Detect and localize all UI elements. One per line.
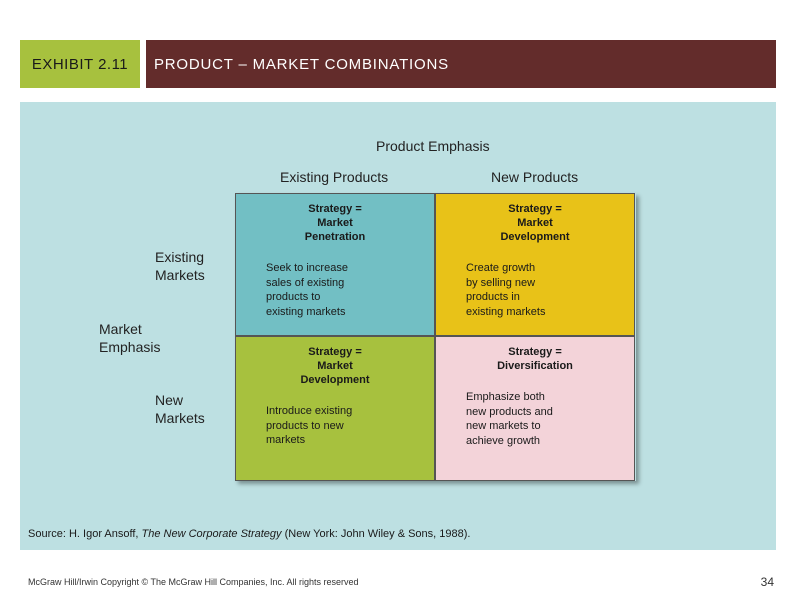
existing-products-label: Existing Products [280, 169, 389, 185]
cell-description: Emphasize both new products and new mark… [466, 391, 553, 447]
cell-title: Strategy = Market Development [300, 346, 370, 386]
cell-title: Strategy = Market Development [500, 203, 570, 243]
cell-title: Strategy = Diversification [497, 346, 573, 372]
copyright-footer: McGraw Hill/Irwin Copyright © The McGraw… [28, 577, 359, 587]
cell-title: Strategy = Market Penetration [304, 203, 366, 243]
cell-description: Create growth by selling new products in… [466, 262, 546, 318]
cell-market-development-new-markets: Strategy = Market Development Introduce … [235, 336, 435, 481]
existing-markets-label: Existing Markets [155, 249, 205, 283]
cell-description: Seek to increase sales of existing produ… [266, 262, 348, 318]
new-markets-label: New Markets [155, 392, 205, 426]
source-prefix: Source: H. Igor Ansoff, [28, 528, 142, 540]
slide-title: PRODUCT – MARKET COMBINATIONS [146, 40, 776, 88]
new-products-label: New Products [491, 169, 579, 185]
cell-market-development-new-products: Strategy = Market Development Create gro… [435, 193, 635, 336]
cell-diversification: Strategy = Diversification Emphasize bot… [435, 336, 635, 481]
cell-description: Introduce existing products to new marke… [266, 405, 353, 446]
strategy-matrix: Strategy = Market Penetration Seek to in… [235, 193, 636, 481]
page-number: 34 [760, 575, 774, 589]
source-suffix: (New York: John Wiley & Sons, 1988). [281, 528, 471, 540]
source-book-title: The New Corporate Strategy [141, 528, 282, 540]
product-emphasis-label: Product Emphasis [376, 138, 490, 154]
source-citation: Source: H. Igor Ansoff, The New Corporat… [28, 528, 470, 540]
exhibit-label: EXHIBIT 2.11 [20, 40, 140, 88]
market-emphasis-label: Market Emphasis [99, 321, 161, 355]
cell-market-penetration: Strategy = Market Penetration Seek to in… [235, 193, 435, 336]
